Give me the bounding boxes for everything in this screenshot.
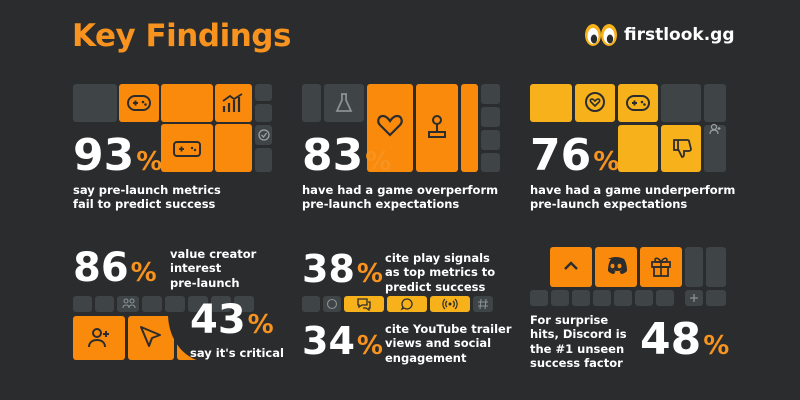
controller-tile xyxy=(161,124,213,172)
grey-tile xyxy=(593,290,611,306)
messages-tile xyxy=(344,296,384,312)
orange-tile xyxy=(461,84,478,172)
grey-tile xyxy=(255,148,272,172)
grey-tile xyxy=(234,296,254,312)
gamepad-tile xyxy=(618,84,658,122)
gamepad-icon xyxy=(127,95,151,111)
grey-tile xyxy=(572,290,590,306)
flask-icon xyxy=(335,93,353,112)
orange-tile xyxy=(215,124,252,172)
heart-chat-icon xyxy=(585,92,605,112)
stat-value-93: 93% xyxy=(73,130,163,181)
heart-chat-tile xyxy=(575,84,615,122)
user-icon xyxy=(88,328,109,348)
stat-caption-93: say pre-launch metrics fail to predict su… xyxy=(73,183,221,212)
stat-value-43: 43% xyxy=(190,297,274,343)
stat-value-34: 34% xyxy=(302,319,383,363)
broadcast-icon xyxy=(442,298,458,310)
brand-logo: firstlook.gg xyxy=(584,22,735,48)
grey-tile xyxy=(704,125,726,172)
hash-icon xyxy=(478,298,488,310)
heart-icon xyxy=(377,114,403,137)
yellow-tile xyxy=(530,84,572,122)
stat-caption-86: value creator interest pre-launch xyxy=(170,247,257,290)
user-tile xyxy=(73,316,125,360)
grey-tile xyxy=(165,296,185,312)
grey-tile xyxy=(706,290,726,306)
stat-value-38: 38% xyxy=(302,247,383,291)
grey-tile xyxy=(704,84,726,122)
page-title: Key Findings xyxy=(72,18,291,54)
gamepad-icon xyxy=(626,95,650,111)
chevron-tile xyxy=(550,247,592,287)
controller-icon xyxy=(173,141,201,157)
thumbs-down-tile xyxy=(661,125,701,172)
grey-tile xyxy=(255,84,272,101)
gift-icon xyxy=(651,257,671,277)
grey-tile xyxy=(73,296,92,312)
grey-tile xyxy=(95,296,114,312)
stat-value-48: 48% xyxy=(640,314,730,365)
grey-tile xyxy=(302,296,320,312)
grey-tile xyxy=(656,290,674,306)
stat-value-76: 76% xyxy=(530,130,620,181)
check-tile xyxy=(255,125,272,145)
grey-tile xyxy=(142,296,162,312)
grey-tile xyxy=(481,153,500,172)
stat-caption-83: have had a game overperform pre-launch ex… xyxy=(302,183,499,212)
chat-icon xyxy=(326,298,338,310)
grey-tile xyxy=(481,84,500,104)
cursor-icon xyxy=(140,326,161,347)
chevron-up-icon xyxy=(564,261,578,270)
heart-tile xyxy=(367,84,413,172)
stat-value-83: 83% xyxy=(302,130,392,181)
grey-tile xyxy=(188,296,208,312)
gamepad-tile xyxy=(119,84,159,122)
yellow-tile xyxy=(618,125,658,172)
orange-tile xyxy=(161,84,213,122)
stat-caption-76: have had a game underperform pre-launch e… xyxy=(530,183,736,212)
discord-icon xyxy=(608,257,627,274)
thumbs-down-icon xyxy=(673,139,692,158)
grey-tile xyxy=(302,84,321,122)
plus-icon xyxy=(690,294,698,302)
stat-value-86: 86% xyxy=(73,245,157,291)
comment-icon xyxy=(400,298,413,311)
grey-tile xyxy=(255,104,272,122)
hash-tile xyxy=(473,296,493,312)
stat-caption-43: say it's critical xyxy=(190,346,284,360)
grey-tile xyxy=(530,290,548,306)
grey-tile xyxy=(551,290,569,306)
grey-tile xyxy=(481,107,500,127)
flask-tile xyxy=(324,84,364,122)
grey-tile xyxy=(73,84,117,122)
messages-icon xyxy=(357,298,371,311)
stat-caption-48: For surprise hits, Discord is the #1 unsee… xyxy=(530,313,627,371)
bar-chart-icon xyxy=(222,93,243,112)
brand-name: firstlook.gg xyxy=(624,25,735,45)
grey-tile xyxy=(614,290,632,306)
check-circle-icon xyxy=(258,129,270,141)
user-add-icon xyxy=(709,123,721,135)
grey-tile xyxy=(661,84,701,122)
joystick-icon xyxy=(428,115,446,138)
grey-tile xyxy=(481,130,500,150)
stat-caption-38: cite play signals as top metrics to predic… xyxy=(385,251,496,294)
grey-tile xyxy=(706,247,726,287)
grey-tile xyxy=(635,290,653,306)
comment-tile xyxy=(387,296,427,312)
stat-caption-34: cite YouTube trailer views and social enga… xyxy=(385,322,512,365)
eyes-icon xyxy=(585,24,617,46)
grey-tile xyxy=(685,247,703,287)
grey-tile xyxy=(211,296,231,312)
group-icon xyxy=(122,298,136,309)
chat-tile xyxy=(323,296,341,312)
